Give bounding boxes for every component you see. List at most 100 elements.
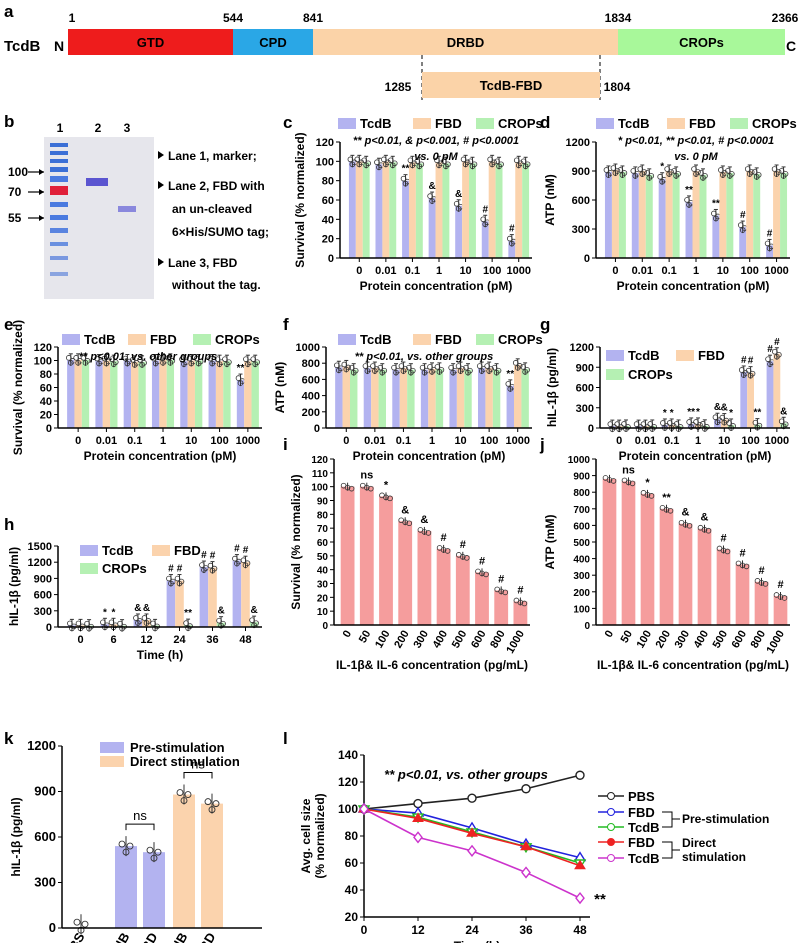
- bar-tcdb-5: [208, 360, 216, 428]
- data-point: [659, 178, 665, 185]
- bar-tcdb-2: [402, 180, 409, 258]
- bar-fbd-0: [74, 359, 82, 428]
- data-point: [240, 557, 247, 563]
- significance-mark: #: [758, 565, 764, 577]
- data-point: [336, 367, 342, 374]
- x-tick-label: 10: [185, 435, 197, 447]
- y-tick-label: 1500: [28, 541, 52, 553]
- bar-tcdb-1: [115, 846, 137, 928]
- data-point: [402, 519, 409, 526]
- x-axis-title: Time (h): [454, 939, 500, 943]
- data-point: [344, 484, 351, 491]
- data-point: [440, 547, 447, 553]
- domain-boundary-841: 841: [303, 11, 323, 25]
- x-tick-label: 36: [519, 923, 533, 937]
- bar-tcdb-0: [335, 367, 343, 428]
- significance-mark: **: [662, 492, 671, 504]
- data-point: [640, 421, 647, 427]
- y-tick-label: 120: [311, 455, 328, 466]
- legend-swatch: [152, 545, 170, 556]
- data-point: [767, 361, 773, 367]
- x-tick-label: 0: [75, 435, 81, 447]
- x-tick-label: 0.01: [635, 435, 656, 447]
- bar-tcdb-4: [712, 215, 720, 258]
- significance-mark: *: [384, 479, 389, 491]
- y-tick-label: 70: [317, 524, 329, 535]
- data-point: [693, 419, 699, 425]
- x-tick-label: 100: [373, 629, 393, 651]
- data-point: [383, 161, 389, 168]
- data-point: [174, 575, 181, 582]
- data-point: [131, 362, 138, 368]
- legend-swatch: [80, 545, 98, 556]
- y-axis-title: Avg. cell size: [299, 798, 313, 873]
- data-point: [507, 386, 514, 392]
- data-point: [491, 364, 498, 371]
- legend: TcdB FBD CROPs: [338, 116, 543, 131]
- data-point: [746, 171, 753, 177]
- data-point: [141, 615, 148, 621]
- data-point: [460, 156, 467, 163]
- stat-note: vs. 0 pM: [414, 151, 458, 163]
- legend-label: CROPs: [498, 116, 543, 131]
- legend-swatch: [413, 118, 431, 129]
- y-tick-label: 600: [573, 521, 590, 532]
- data-point: [181, 361, 187, 367]
- bar-crops-6: [521, 368, 529, 428]
- point-tcdb-4-2: [467, 844, 477, 857]
- data-point: [702, 426, 708, 432]
- significance-mark: ns: [622, 464, 635, 476]
- data-point: [199, 562, 205, 568]
- data-point: [110, 361, 117, 367]
- data-point: [657, 173, 663, 180]
- significance-mark: *: [103, 607, 107, 618]
- data-point: [436, 369, 443, 375]
- legend-swatch: [676, 350, 694, 361]
- x-axis-title: IL-1β& IL-6 concentration (pg/mL): [597, 658, 789, 672]
- significance-mark: **: [687, 407, 695, 418]
- x-tick-label: 1: [160, 435, 166, 447]
- x-tick-label: 100: [741, 435, 759, 447]
- data-point: [94, 355, 100, 362]
- data-point: [343, 366, 350, 373]
- bar-crops-2: [138, 361, 146, 428]
- ns-label: ns: [191, 757, 205, 772]
- point-fbd-3-3: [520, 840, 532, 851]
- x-tick-label: 600: [730, 629, 750, 651]
- y-tick-label: 0: [314, 423, 320, 435]
- bullet-icon: [158, 151, 164, 159]
- data-point: [188, 360, 195, 367]
- data-point: [778, 418, 785, 425]
- data-point: [764, 240, 771, 247]
- data-point: [201, 567, 207, 573]
- data-point: [740, 372, 747, 378]
- data-point: [108, 356, 115, 362]
- bar-fbd-1: [638, 171, 646, 258]
- bar-fbd-0: [355, 161, 363, 258]
- significance-mark: &: [721, 403, 728, 414]
- data-point: [129, 357, 136, 363]
- data-point: [398, 363, 405, 369]
- data-point: [372, 368, 378, 374]
- domain-cpd-block: [233, 29, 313, 55]
- domain-drbd-label: DRBD: [447, 35, 485, 50]
- data-point: [133, 615, 139, 621]
- data-point: [400, 368, 407, 374]
- marker-arrowhead: [39, 169, 44, 175]
- x-tick-label: 1: [436, 265, 442, 277]
- data-point: [459, 554, 466, 560]
- data-point: [727, 173, 733, 179]
- bar-0: [340, 486, 355, 625]
- x-tick-label: 0: [603, 629, 616, 640]
- data-point: [186, 355, 193, 362]
- marker-arrowhead: [39, 189, 44, 195]
- bar-tcdb-0: [348, 161, 356, 258]
- data-point: [354, 156, 361, 163]
- data-point: [421, 369, 428, 376]
- data-point: [137, 357, 143, 363]
- data-point: [167, 360, 174, 366]
- significance-mark: #: [177, 564, 183, 575]
- y-tick-label: 900: [572, 166, 590, 178]
